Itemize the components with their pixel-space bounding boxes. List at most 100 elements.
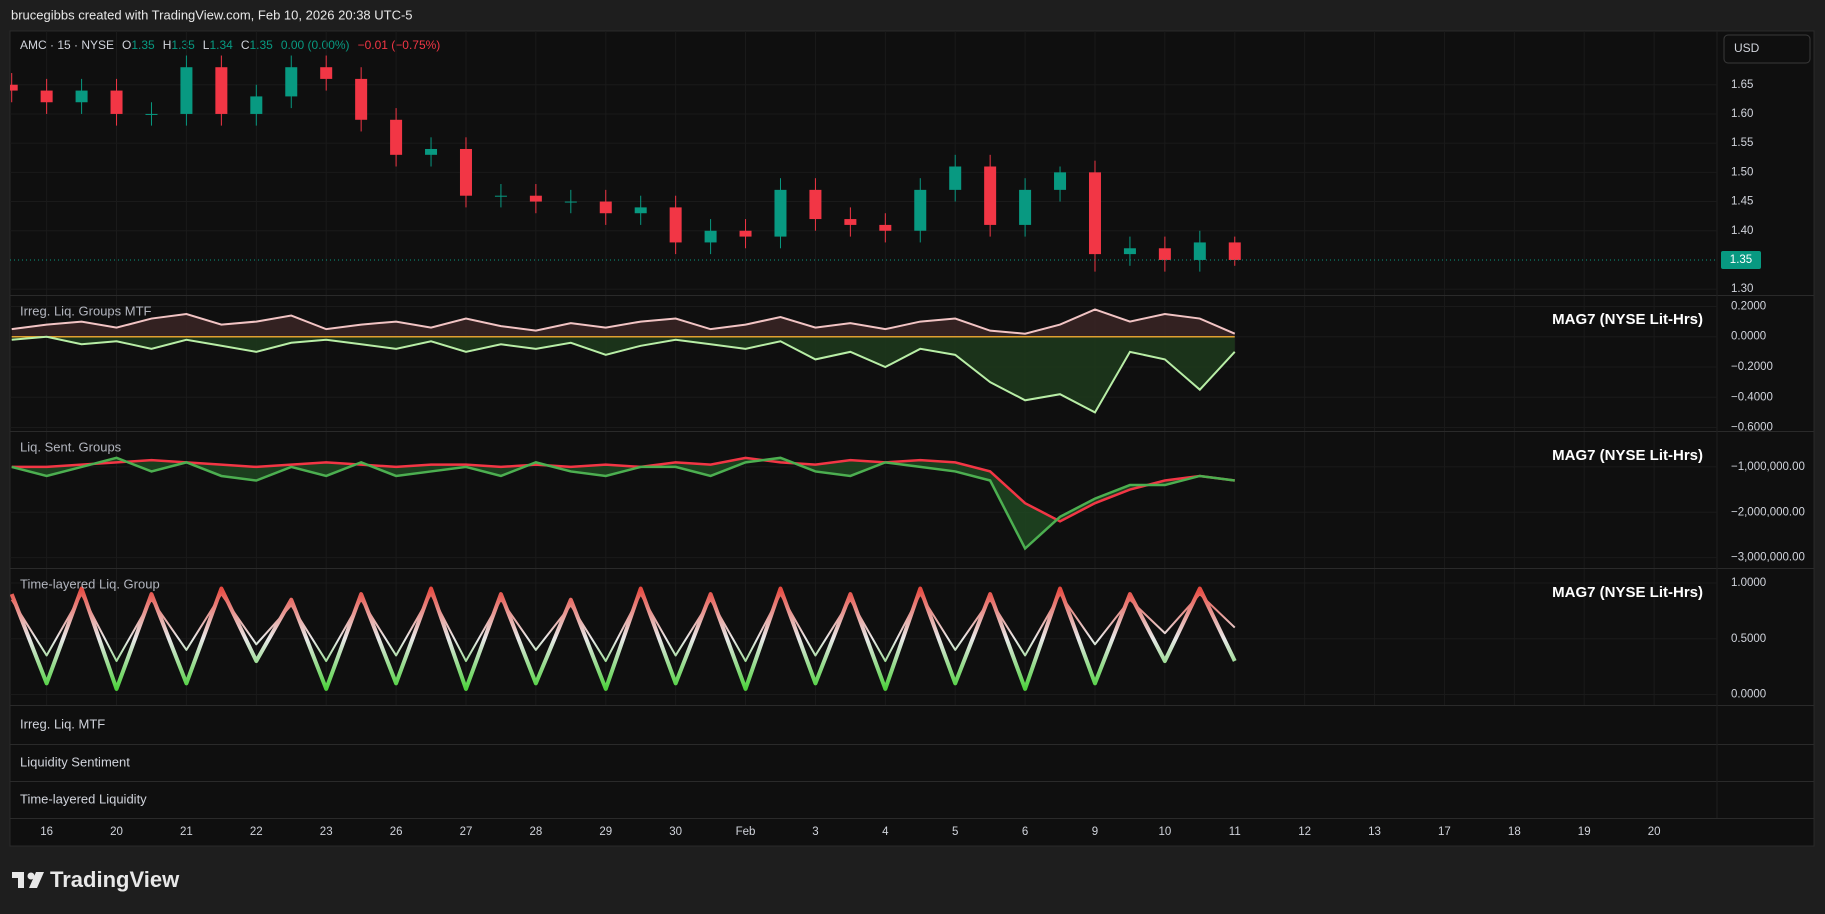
pane-title: Time-layered Liq. Group	[20, 576, 160, 591]
candle-body	[669, 207, 682, 243]
collapsed-pane: Time-layered Liquidity	[20, 791, 147, 806]
candle-body	[529, 195, 542, 202]
chart-frame	[9, 30, 1815, 847]
candle-body	[180, 67, 193, 114]
candle-body	[285, 67, 298, 97]
last-price-label: 1.35	[1730, 254, 1752, 266]
x-tick-label: 4	[882, 826, 889, 838]
x-tick-label: 22	[250, 826, 263, 838]
currency[interactable]: USD	[1734, 41, 1760, 55]
x-tick-label: 3	[812, 826, 818, 838]
y-tick-label: −1,000,000.00	[1731, 461, 1805, 473]
y-tick-label: 1.65	[1731, 79, 1753, 91]
x-tick-label: 18	[1508, 826, 1521, 838]
candle-body	[145, 113, 158, 115]
low: 1.34	[209, 38, 233, 52]
x-tick-label: 30	[669, 826, 682, 838]
candle-body	[494, 195, 507, 197]
candle-body	[1088, 172, 1101, 255]
area	[11, 309, 1235, 337]
line	[11, 456, 1235, 523]
x-tick-label: Feb	[736, 826, 756, 838]
close-label: C	[241, 38, 250, 52]
y-tick-label: −0.6000	[1731, 422, 1773, 434]
candle-body	[599, 201, 612, 214]
line	[11, 335, 1236, 414]
pane-band-area	[11, 308, 1236, 414]
candle-body	[1193, 242, 1206, 260]
candle-body	[809, 189, 822, 220]
candle-body	[564, 201, 577, 203]
symbol: AMC · 15 · NYSE	[20, 38, 114, 52]
open-label: O	[122, 38, 131, 52]
pane-gradient-line	[10, 586, 1237, 691]
close: 1.35	[249, 38, 273, 52]
x-tick-label: 10	[1158, 826, 1171, 838]
attribution: brucegibbs created with TradingView.com,…	[11, 7, 413, 22]
change: 0.00 (0.00%)	[281, 38, 350, 52]
y-tick-label: −2,000,000.00	[1731, 506, 1805, 518]
y-tick-label: 0.0000	[1731, 689, 1766, 701]
candle-body	[110, 90, 123, 114]
candle-body	[774, 189, 787, 237]
high-label: H	[163, 38, 172, 52]
pane-annotation: MAG7 (NYSE Lit-Hrs)	[1552, 311, 1703, 328]
x-tick-label: 27	[460, 826, 473, 838]
logo: TradingView	[12, 867, 180, 892]
logo-mark	[18, 872, 24, 888]
x-tick-label: 21	[180, 826, 193, 838]
candle-body	[984, 166, 997, 225]
y-tick-label: −0.4000	[1731, 391, 1773, 403]
candle-body	[704, 230, 717, 243]
candle-body	[1019, 189, 1032, 225]
low-label: L	[203, 38, 210, 52]
x-tick-label: 29	[599, 826, 612, 838]
currency-button[interactable]	[1723, 34, 1811, 64]
candle-body	[844, 219, 857, 225]
line	[10, 593, 1236, 663]
candle-body	[1158, 248, 1171, 260]
x-tick-label: 17	[1438, 826, 1451, 838]
collapsed-pane: Liquidity Sentiment	[20, 754, 130, 769]
candle-body	[10, 84, 18, 91]
y-tick-label: −3,000,000.00	[1731, 552, 1805, 564]
line	[11, 456, 1235, 551]
y-tick-label: 1.60	[1731, 108, 1753, 120]
y-tick-label: 0.2000	[1731, 300, 1766, 312]
pane-title: Liq. Sent. Groups	[20, 439, 122, 454]
pane-candlestick	[10, 55, 1241, 272]
x-tick-label: 12	[1298, 826, 1311, 838]
y-tick-label: 1.30	[1731, 283, 1753, 295]
y-tick-label: 0.0000	[1731, 331, 1766, 343]
y-tick-label: 1.50	[1731, 166, 1753, 178]
candle-body	[459, 148, 472, 196]
candle-body	[215, 67, 228, 114]
candle-body	[1054, 172, 1067, 190]
pane-annotation: MAG7 (NYSE Lit-Hrs)	[1552, 447, 1703, 464]
y-tick-label: 1.55	[1731, 137, 1753, 149]
last-price-box	[1721, 250, 1761, 269]
x-tick-label: 20	[110, 826, 123, 838]
high: 1.35	[171, 38, 195, 52]
y-tick-label: 0.5000	[1731, 633, 1766, 645]
logo-mark	[29, 872, 44, 888]
candle-body	[879, 224, 892, 231]
logo-text: TradingView	[50, 867, 180, 892]
open: 1.35	[131, 38, 155, 52]
change-session: −0.01 (−0.75%)	[358, 38, 441, 52]
y-tick-label: 1.40	[1731, 225, 1753, 237]
candle-body	[40, 90, 53, 103]
legend: AMC · 15 · NYSE O1.35 H1.35 L1.34 C1.35 0.00 …	[20, 38, 440, 52]
y-tick-label: 1.45	[1731, 196, 1753, 208]
line	[11, 308, 1236, 335]
candle-body	[320, 67, 333, 79]
candle-body	[739, 230, 752, 237]
candle-body	[949, 166, 962, 190]
x-tick-label: 5	[952, 826, 958, 838]
candle-body	[914, 189, 927, 231]
x-tick-label: 28	[529, 826, 542, 838]
x-tick-label: 9	[1092, 826, 1098, 838]
candle-body	[250, 96, 263, 114]
candle-body	[425, 148, 438, 155]
x-tick-label: 23	[320, 826, 333, 838]
